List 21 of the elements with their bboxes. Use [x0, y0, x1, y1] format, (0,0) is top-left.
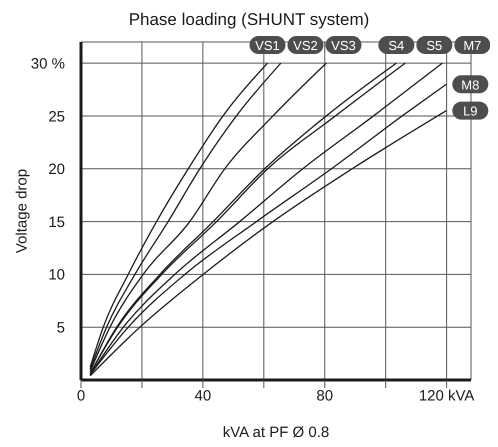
x-axis-title: kVA at PF Ø 0.8 — [222, 424, 330, 441]
series-label: M8 — [461, 77, 480, 92]
series-label: VS2 — [293, 38, 318, 53]
x-tick-label: 40 — [194, 388, 212, 405]
series-label: L9 — [463, 104, 478, 119]
y-tick-label: 10 — [48, 266, 65, 284]
series-label: M7 — [463, 38, 482, 53]
y-tick-label: 20 — [48, 161, 65, 178]
y-tick-label: 25 — [48, 108, 65, 126]
y-tick-label: 15 — [48, 214, 65, 231]
series-label: S5 — [426, 38, 442, 53]
series-label: VS1 — [255, 38, 280, 53]
series-label: VS3 — [331, 38, 356, 53]
y-tick-label: 5 — [56, 320, 65, 337]
y-tick-label: 30 % — [30, 55, 65, 72]
series-label: S4 — [388, 38, 404, 53]
x-tick-label: 80 — [316, 388, 334, 405]
y-axis-title: Voltage drop — [14, 168, 30, 254]
x-tick-label: 120 kVA — [418, 388, 474, 405]
chart-title: Phase loading (SHUNT system) — [128, 10, 370, 30]
x-tick-label: 0 — [76, 388, 86, 405]
